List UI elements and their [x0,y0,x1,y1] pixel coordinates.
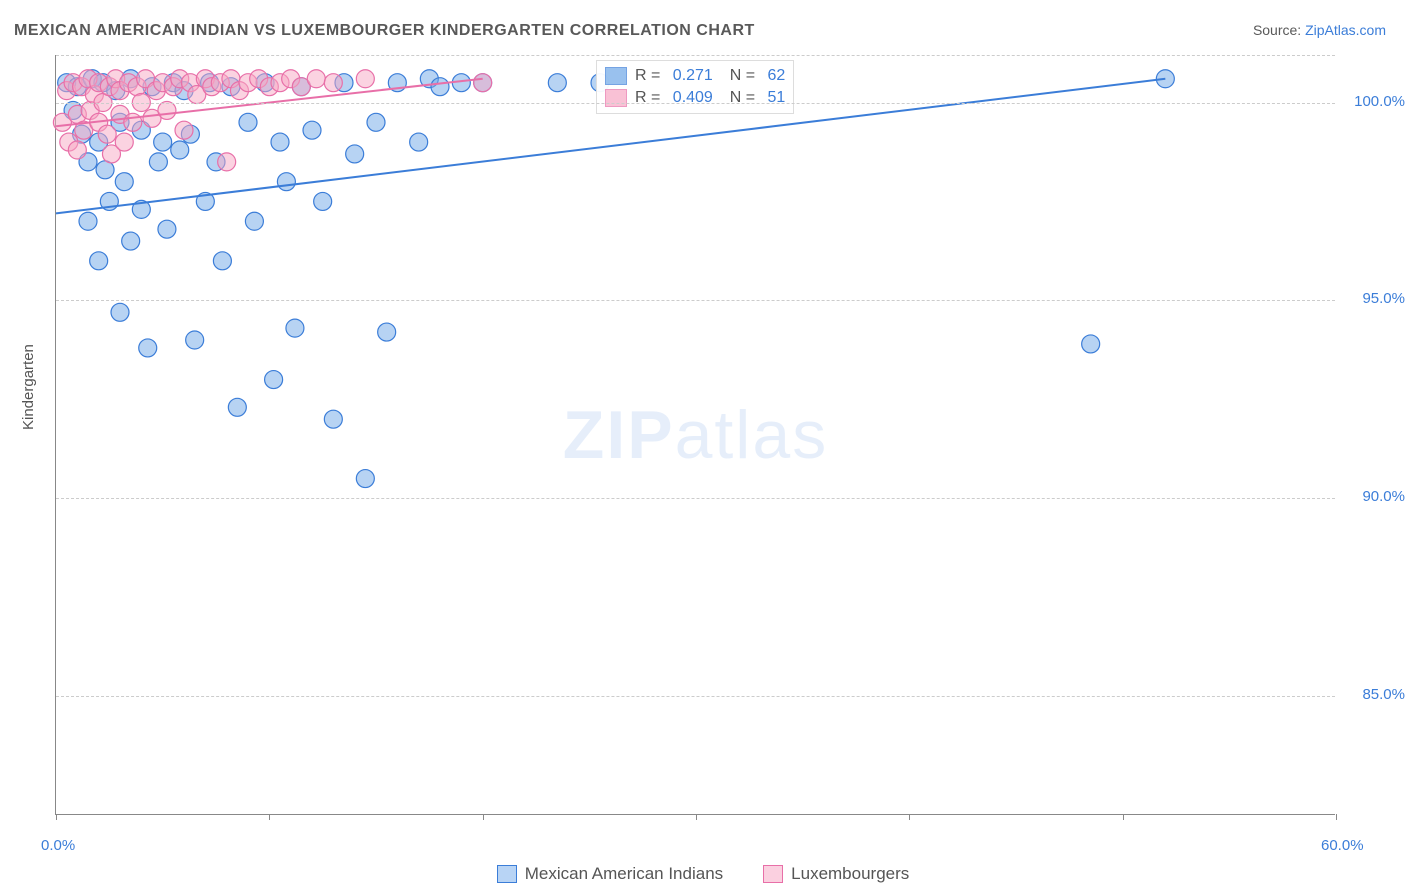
data-point [158,220,176,238]
plot-area: ZIPatlas R = 0.271 N = 62R = 0.409 N = 5… [55,55,1335,815]
x-tick [909,814,910,820]
data-point [324,74,342,92]
legend-bottom: Mexican American Indians Luxembourgers [0,864,1406,884]
data-point [356,70,374,88]
data-point [474,74,492,92]
data-point [98,125,116,143]
data-point [228,398,246,416]
gridline-h [56,55,1335,56]
data-point [431,78,449,96]
gridline-h [56,498,1335,499]
data-point [115,173,133,191]
stat-value-r: 0.409 [668,89,712,107]
x-tick [483,814,484,820]
legend-swatch [497,865,517,883]
x-tick-label: 0.0% [41,837,75,854]
data-point [265,371,283,389]
data-point [378,323,396,341]
data-point [111,303,129,321]
stat-value-n: 62 [763,67,785,85]
y-axis-label: Kindergarten [20,344,37,430]
y-tick-label: 90.0% [1362,488,1405,505]
source-label: Source: ZipAtlas.com [1253,22,1386,38]
stat-label: N = [721,67,755,85]
data-point [158,101,176,119]
data-point [68,141,86,159]
stat-label: N = [721,89,755,107]
chart-title: MEXICAN AMERICAN INDIAN VS LUXEMBOURGER … [14,22,755,40]
x-tick [696,814,697,820]
gridline-h [56,103,1335,104]
data-point [356,470,374,488]
legend-item: Luxembourgers [763,864,909,884]
data-point [115,133,133,151]
x-tick-label: 60.0% [1321,837,1364,854]
x-tick [269,814,270,820]
data-point [239,113,257,131]
data-point [277,173,295,191]
data-point [124,113,142,131]
data-point [171,141,189,159]
x-tick [1336,814,1337,820]
data-point [548,74,566,92]
data-point [175,121,193,139]
source-prefix: Source: [1253,22,1305,38]
y-tick-label: 100.0% [1354,93,1405,110]
data-point [346,145,364,163]
data-point [154,133,172,151]
x-tick [56,814,57,820]
scatter-svg [56,55,1336,815]
data-point [1082,335,1100,353]
stats-row: R = 0.271 N = 62 [605,65,785,87]
legend-swatch [605,89,627,107]
stat-label: R = [635,89,660,107]
gridline-h [56,300,1335,301]
data-point [79,212,97,230]
data-point [314,192,332,210]
gridline-h [56,696,1335,697]
data-point [324,410,342,428]
legend-item: Mexican American Indians [497,864,723,884]
data-point [367,113,385,131]
stat-value-r: 0.271 [668,67,712,85]
stats-row: R = 0.409 N = 51 [605,87,785,109]
data-point [90,252,108,270]
y-tick-label: 95.0% [1362,290,1405,307]
data-point [410,133,428,151]
data-point [245,212,263,230]
x-tick [1123,814,1124,820]
data-point [218,153,236,171]
legend-swatch [763,865,783,883]
legend-swatch [605,67,627,85]
data-point [149,153,167,171]
data-point [122,232,140,250]
data-point [213,252,231,270]
legend-label: Luxembourgers [791,864,909,884]
stat-label: R = [635,67,660,85]
source-link[interactable]: ZipAtlas.com [1305,22,1386,38]
legend-label: Mexican American Indians [525,864,723,884]
y-tick-label: 85.0% [1362,686,1405,703]
stats-legend-box: R = 0.271 N = 62R = 0.409 N = 51 [596,60,794,114]
data-point [286,319,304,337]
data-point [303,121,321,139]
data-point [186,331,204,349]
data-point [271,133,289,151]
data-point [307,70,325,88]
stat-value-n: 51 [763,89,785,107]
data-point [139,339,157,357]
